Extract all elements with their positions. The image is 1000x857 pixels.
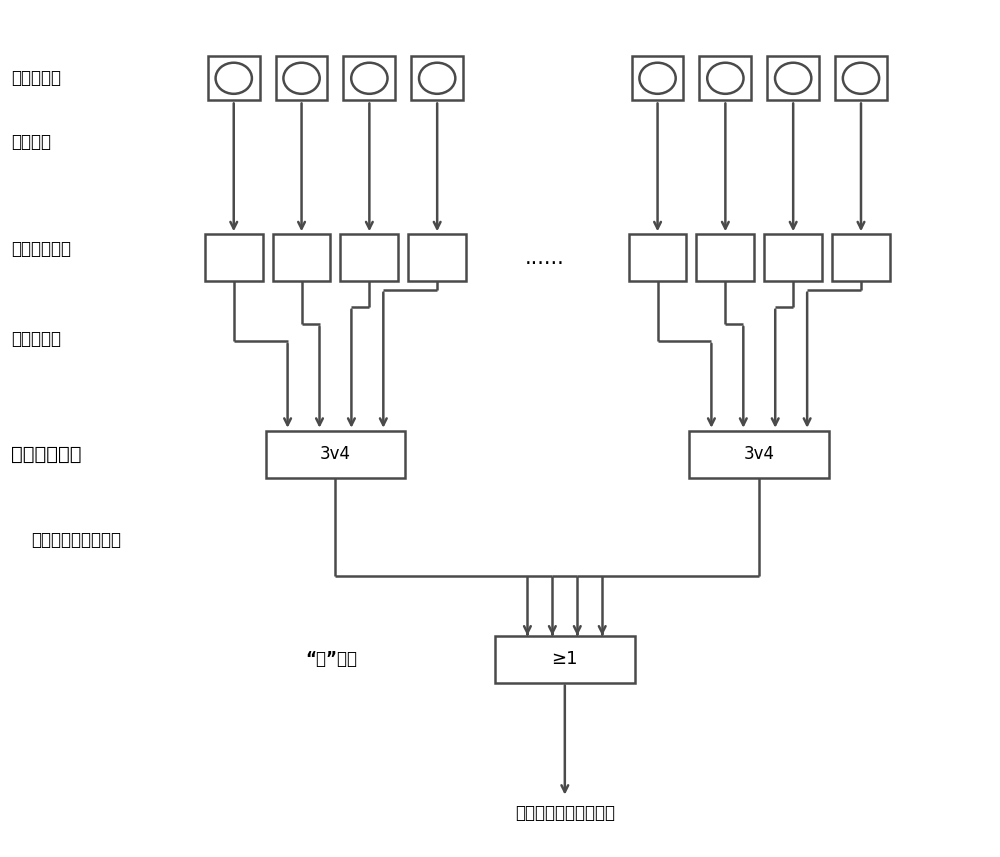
Bar xyxy=(208,56,260,100)
Text: 蒸发器液位故障信号: 蒸发器液位故障信号 xyxy=(31,530,121,548)
Text: 电流信号: 电流信号 xyxy=(11,134,51,152)
Circle shape xyxy=(351,63,388,93)
Circle shape xyxy=(216,63,252,93)
Bar xyxy=(767,56,819,100)
Bar xyxy=(276,56,327,100)
Circle shape xyxy=(419,63,455,93)
Bar xyxy=(266,430,405,477)
Bar xyxy=(632,56,683,100)
Bar xyxy=(273,234,330,281)
Bar xyxy=(495,636,635,683)
Text: 3v4: 3v4 xyxy=(320,445,351,463)
Circle shape xyxy=(707,63,744,93)
Bar xyxy=(689,430,829,477)
Text: 3v4: 3v4 xyxy=(744,445,775,463)
Bar xyxy=(343,56,395,100)
Bar xyxy=(764,234,822,281)
Circle shape xyxy=(775,63,811,93)
Text: ......: ...... xyxy=(525,248,565,267)
Text: “或”运算: “或”运算 xyxy=(306,650,358,668)
Bar xyxy=(340,234,398,281)
Circle shape xyxy=(639,63,676,93)
Bar xyxy=(408,234,466,281)
Bar xyxy=(835,56,887,100)
Bar xyxy=(629,234,686,281)
Text: 故障监测模块: 故障监测模块 xyxy=(11,240,71,258)
Bar xyxy=(699,56,751,100)
Circle shape xyxy=(283,63,320,93)
Circle shape xyxy=(843,63,879,93)
Text: ≥1: ≥1 xyxy=(552,650,578,668)
Text: 液位传感器: 液位传感器 xyxy=(11,69,61,87)
Text: 第一逻辑模块: 第一逻辑模块 xyxy=(11,445,82,464)
Bar xyxy=(205,234,263,281)
Bar xyxy=(696,234,754,281)
Text: 蒸发器液位故障总信号: 蒸发器液位故障总信号 xyxy=(515,804,615,822)
Bar xyxy=(411,56,463,100)
Bar xyxy=(832,234,890,281)
Text: 质量位信号: 质量位信号 xyxy=(11,330,61,348)
